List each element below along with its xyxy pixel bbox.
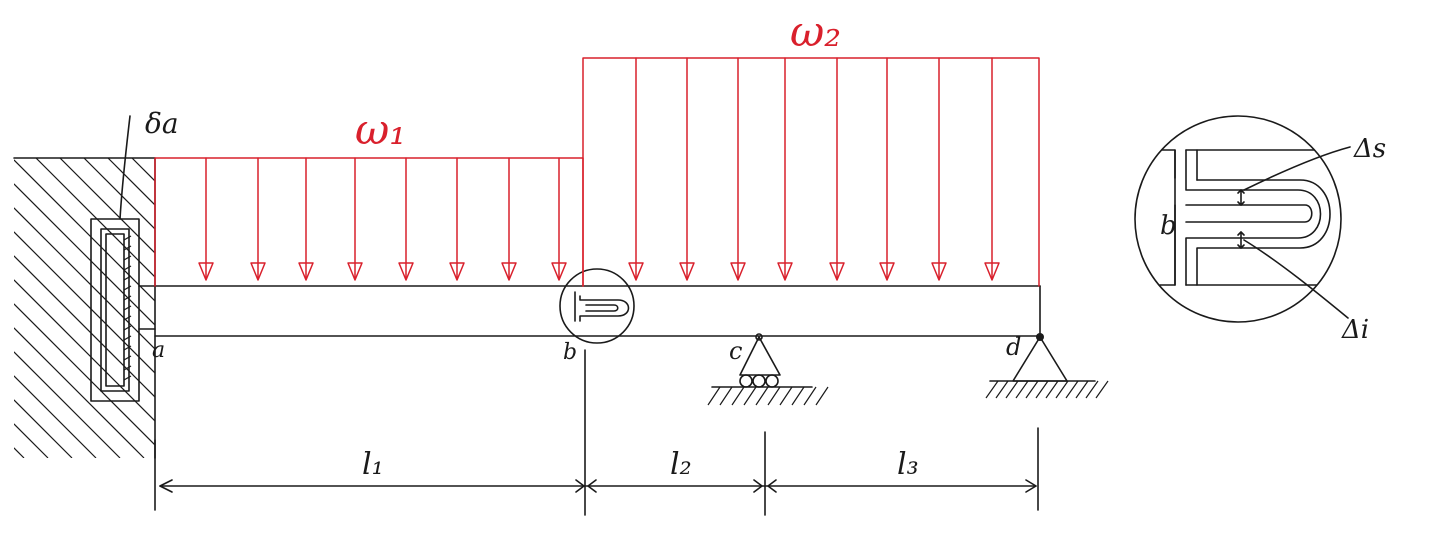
w1-arrow-head	[501, 262, 517, 281]
wall-hatch-line	[14, 423, 49, 458]
wall-hatch-line	[83, 158, 155, 230]
ground-hatch-d	[1065, 380, 1079, 399]
w2-arrow-head	[777, 262, 793, 281]
ground-hatch-d	[995, 380, 1009, 399]
ground-hatch-d	[1035, 380, 1049, 399]
wall-hatch-line	[35, 158, 155, 278]
wall-hatch-line	[14, 279, 155, 422]
roller-support-c	[707, 333, 829, 406]
ground-hatch-d	[1045, 380, 1059, 399]
hinge-b	[559, 268, 635, 344]
ground-hatch-c	[731, 386, 745, 406]
ground-hatch-c	[815, 386, 829, 406]
w1-arrow-head	[250, 262, 266, 281]
label-delta-s: Δs	[1353, 134, 1386, 164]
wall-hatch-line	[14, 351, 121, 458]
w1-arrow-head	[198, 262, 214, 281]
sleeve-tooth	[123, 335, 132, 341]
ground-hatch-d	[1025, 380, 1039, 399]
pin-support-d	[985, 333, 1109, 399]
sleeve-tooth	[123, 255, 132, 261]
sleeve-tooth	[123, 235, 132, 241]
label-detail-b: b	[1160, 211, 1177, 241]
label-delta-a: δa	[145, 107, 179, 140]
sleeve-tooth	[123, 325, 132, 331]
wall-hatch-line	[14, 327, 145, 458]
wall-hatch-line	[14, 159, 155, 302]
sleeve-tooth	[123, 355, 132, 361]
wall-hatch-line	[14, 399, 73, 458]
w2-arrow-head	[679, 262, 695, 281]
ground-hatch-c	[791, 386, 805, 406]
sleeve-tooth	[123, 285, 132, 291]
wall-hatch-line	[14, 447, 25, 458]
ground-hatch-c	[719, 386, 733, 406]
label-w2: ω₂	[790, 7, 841, 56]
ground-hatch-d	[1055, 380, 1069, 399]
distributed-load-w1	[154, 157, 584, 287]
ground-hatch-c	[803, 386, 817, 406]
label-l1: l₁	[362, 447, 384, 482]
sliding-sleeve	[90, 115, 156, 402]
label-l3: l₃	[897, 447, 919, 482]
ground-hatch-c	[779, 386, 793, 406]
sleeve-tooth	[123, 345, 132, 351]
label-c: c	[729, 337, 742, 365]
beam	[154, 285, 1041, 337]
ground-hatch-d	[985, 380, 999, 399]
wall-hatch-line	[14, 231, 155, 374]
hatched-wall	[13, 157, 480, 459]
sleeve-tooth	[123, 305, 132, 311]
w1-arrow-head	[551, 262, 567, 281]
ground-hatch-d	[1005, 380, 1019, 399]
ground-hatch-d	[1095, 380, 1109, 399]
wall-hatch-line	[59, 158, 155, 254]
w2-arrow-head	[628, 262, 644, 281]
label-b: b	[563, 340, 577, 365]
w2-arrow-head	[984, 262, 1000, 281]
ground-hatch-d	[1075, 380, 1089, 399]
wall-hatch-line	[14, 255, 155, 398]
label-a: a	[152, 338, 165, 363]
label-w1: ω₁	[355, 105, 406, 154]
sleeve-tooth	[123, 365, 132, 371]
ground-hatch-d	[1085, 380, 1099, 399]
wall-hatch-line	[14, 183, 155, 326]
distributed-load-w2	[582, 57, 1040, 287]
wall-hatch-line	[14, 375, 97, 458]
w1-arrow-head	[298, 262, 314, 281]
label-d: d	[1006, 333, 1021, 361]
ground-hatch-c	[743, 386, 757, 406]
wall-hatch-line	[14, 303, 155, 446]
label-l2: l₂	[670, 447, 692, 482]
ground-hatch-c	[767, 386, 781, 406]
sleeve-tooth	[123, 245, 132, 251]
w1-arrow-head	[449, 262, 465, 281]
ground-hatch-d	[1015, 380, 1029, 399]
sleeve-tooth	[123, 265, 132, 271]
sleeve-tooth	[123, 295, 132, 301]
hinge-detail	[1134, 115, 1351, 323]
sleeve-tooth	[123, 315, 132, 321]
sleeve-tooth	[123, 275, 132, 281]
w1-arrow-head	[398, 262, 414, 281]
ground-hatch-c	[707, 386, 721, 406]
w2-arrow-head	[879, 262, 895, 281]
wall-hatch-line	[14, 207, 155, 350]
wall-hatch-line	[180, 158, 480, 458]
dimension-lines	[154, 349, 1039, 516]
w1-arrow-head	[347, 262, 363, 281]
w2-arrow-head	[730, 262, 746, 281]
wall-hatch-line	[131, 158, 155, 182]
label-delta-i: Δi	[1341, 315, 1369, 345]
w2-arrow-head	[829, 262, 845, 281]
sleeve-tooth	[123, 375, 132, 381]
w2-arrow-head	[931, 262, 947, 281]
ground-hatch-c	[755, 386, 769, 406]
